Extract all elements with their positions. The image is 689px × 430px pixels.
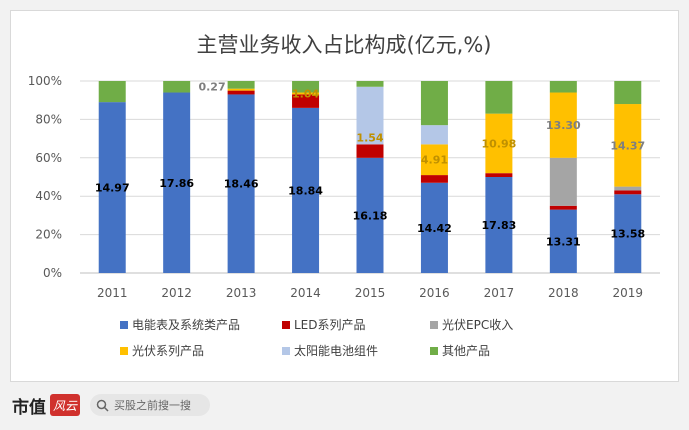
bar-segment: [98, 102, 126, 274]
data-label: 17.83: [481, 219, 516, 232]
bar-segment: [485, 81, 513, 114]
bar-segment: [227, 81, 255, 89]
bar-segment: [163, 92, 191, 274]
bar-segment: [614, 186, 642, 191]
bar-segment: [227, 88, 255, 91]
y-tick-label: 40%: [35, 189, 62, 203]
bar-segment: [98, 81, 126, 103]
bar-segment: [227, 90, 255, 95]
legend-label: 光伏EPC收入: [442, 318, 513, 332]
brand-name: 市值: [12, 397, 46, 418]
bar-segment: [420, 144, 448, 176]
legend-swatch: [282, 347, 290, 355]
bar-segment: [420, 182, 448, 273]
x-tick-label: 2018: [548, 286, 579, 300]
legend-label: 太阳能电池组件: [294, 343, 378, 358]
bar-segment: [227, 94, 255, 273]
bar-segment: [292, 107, 320, 273]
bar-segment: [420, 175, 448, 183]
x-tick-label: 2014: [290, 286, 321, 300]
data-label: 0.27: [198, 81, 225, 94]
bar-segment: [549, 205, 577, 210]
y-tick-label: 60%: [35, 151, 62, 165]
data-label: 16.18: [353, 209, 388, 222]
data-label: 13.58: [610, 228, 645, 241]
legend-label: 其他产品: [442, 344, 490, 358]
legend-label: 电能表及系统类产品: [132, 318, 240, 332]
bar-segment: [163, 81, 191, 93]
y-tick-label: 80%: [35, 112, 62, 126]
legend-swatch: [120, 321, 128, 329]
data-label: 14.37: [610, 139, 645, 152]
data-labels: 14.97 17.86 18.46 18.84 16.18 14.42 17.83 13.31…: [95, 81, 645, 249]
data-label: 1.04: [292, 87, 319, 100]
x-tick-label: 2012: [161, 286, 192, 300]
bar-segment: [356, 157, 384, 273]
legend-label: LED系列产品: [294, 318, 366, 332]
search-input[interactable]: 买股之前搜一搜: [114, 399, 191, 412]
bar-segment: [292, 81, 320, 93]
legend-swatch: [430, 321, 438, 329]
x-axis: 2011 2012 2013 2014 2015 2016 2017 2018 2019: [97, 286, 643, 300]
y-axis: 0% 20% 40% 60% 80% 100%: [28, 74, 62, 280]
bar-segment: [356, 144, 384, 158]
x-tick-label: 2017: [484, 286, 515, 300]
legend-swatch: [120, 347, 128, 355]
legend-swatch: [430, 347, 438, 355]
bar-segment: [614, 104, 642, 187]
search-icon: [96, 398, 110, 412]
legend-label: 光伏系列产品: [132, 344, 204, 358]
bar-segment: [549, 81, 577, 93]
brand-logo-text: 风云: [53, 399, 78, 413]
brand-logo: 风云: [50, 394, 80, 416]
bar-segment: [292, 94, 320, 108]
bar-segment: [356, 86, 384, 145]
bar-segment: [614, 81, 642, 105]
y-tick-label: 20%: [35, 228, 62, 242]
bar-segment: [485, 173, 513, 177]
bar-segment: [614, 194, 642, 273]
data-label: 18.84: [288, 184, 323, 197]
bar-segment: [614, 190, 642, 195]
data-label: 4.91: [421, 154, 448, 167]
x-tick-label: 2015: [355, 286, 386, 300]
x-tick-label: 2016: [419, 286, 450, 300]
bar-segment: [485, 113, 513, 174]
data-label: 13.30: [546, 119, 581, 132]
bar-segment: [549, 157, 577, 206]
bar-segment: [549, 209, 577, 273]
legend-swatch: [282, 321, 290, 329]
x-tick-label: 2011: [97, 286, 128, 300]
bar-segment: [356, 81, 384, 87]
bar-segment: [420, 81, 448, 126]
x-tick-label: 2013: [226, 286, 257, 300]
chart: 主营业务收入占比构成(亿元,%) 0% 20% 40% 60% 80% 100% 14.9…: [28, 33, 660, 358]
data-label: 18.46: [224, 178, 259, 191]
data-label: 14.42: [417, 222, 452, 235]
bar-segment: [549, 92, 577, 158]
bar-segment: [485, 177, 513, 273]
bars: [98, 81, 642, 274]
data-label: 13.31: [546, 235, 581, 248]
bar-segment: [292, 92, 320, 95]
data-label: 17.86: [159, 177, 194, 190]
y-tick-label: 0%: [43, 266, 62, 280]
data-label: 10.98: [481, 137, 516, 150]
search-box[interactable]: 买股之前搜一搜: [90, 394, 210, 416]
data-label: 1.54: [356, 131, 383, 144]
brand[interactable]: 市值 风云: [12, 392, 80, 418]
y-tick-label: 100%: [28, 74, 62, 88]
x-tick-label: 2019: [613, 286, 644, 300]
chart-title: 主营业务收入占比构成(亿元,%): [196, 33, 491, 57]
footer: 市值 风云 买股之前搜一搜: [0, 382, 689, 430]
bar-segment: [420, 125, 448, 145]
data-label: 14.97: [95, 182, 130, 195]
